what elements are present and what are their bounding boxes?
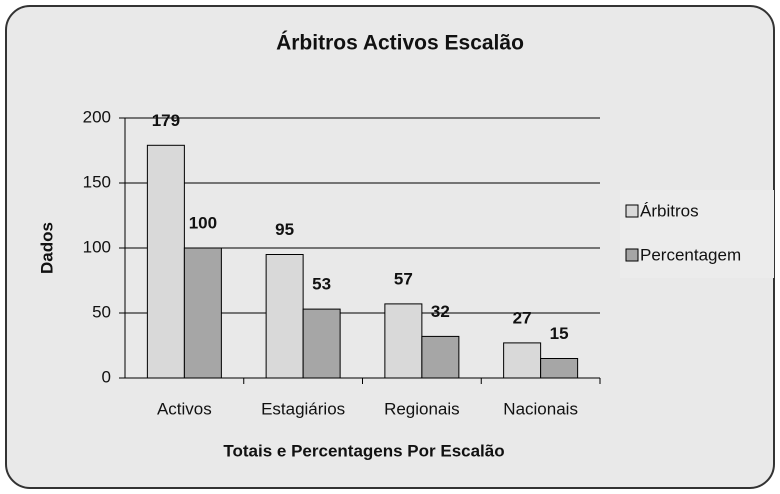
x-tick-label: Regionais [384, 399, 460, 418]
bar [265, 254, 304, 379]
data-label: 27 [513, 308, 532, 327]
y-tick-label: 100 [83, 237, 111, 256]
data-label: 100 [189, 213, 217, 232]
bar [421, 335, 460, 379]
legend-swatch [625, 248, 639, 262]
bar [146, 144, 185, 379]
legend-swatch [625, 204, 639, 218]
y-tick-label: 200 [83, 107, 111, 126]
bar [302, 308, 341, 379]
x-tick-label: Nacionais [503, 399, 578, 418]
legend-box [620, 190, 774, 278]
bar [384, 303, 423, 379]
y-tick-label: 50 [92, 302, 111, 321]
y-axis-label: Dados [37, 222, 56, 274]
bar [540, 358, 579, 379]
bar [503, 342, 542, 379]
x-tick-label: Estagiários [261, 399, 345, 418]
data-label: 32 [431, 302, 450, 321]
legend-label: Árbitros [640, 201, 699, 220]
chart-title: Árbitros Activos Escalão [276, 32, 524, 55]
legend-label: Percentagem [640, 245, 741, 264]
data-label: 53 [312, 275, 331, 294]
y-tick-label: 0 [102, 367, 111, 386]
x-axis-label: Totais e Percentagens Por Escalão [223, 441, 504, 460]
bar [183, 247, 222, 379]
data-label: 95 [275, 220, 294, 239]
x-tick-label: Activos [157, 399, 212, 418]
data-label: 15 [550, 324, 569, 343]
data-label: 57 [394, 269, 413, 288]
y-tick-label: 150 [83, 172, 111, 191]
data-label: 179 [152, 111, 180, 130]
